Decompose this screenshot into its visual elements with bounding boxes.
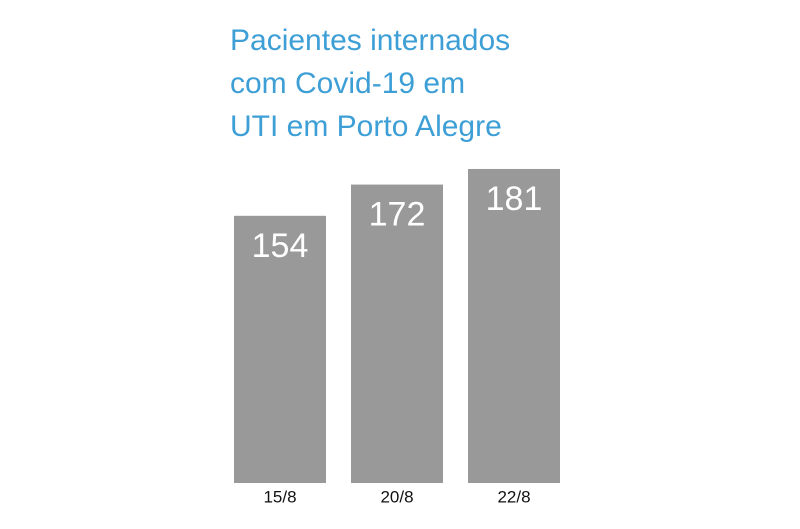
- value-label: 154: [252, 227, 309, 265]
- x-tick-label: 22/8: [497, 487, 530, 506]
- chart-title: Pacientes internados: [230, 24, 510, 57]
- chart-title: com Covid-19 em: [230, 67, 465, 100]
- x-tick-label: 15/8: [263, 487, 296, 506]
- bar: [351, 184, 443, 483]
- value-label: 172: [369, 196, 426, 234]
- bar: [468, 168, 560, 483]
- chart-title: UTI em Porto Alegre: [230, 110, 502, 143]
- value-label: 181: [486, 180, 543, 218]
- x-tick-label: 20/8: [380, 487, 413, 506]
- bar: [234, 215, 326, 483]
